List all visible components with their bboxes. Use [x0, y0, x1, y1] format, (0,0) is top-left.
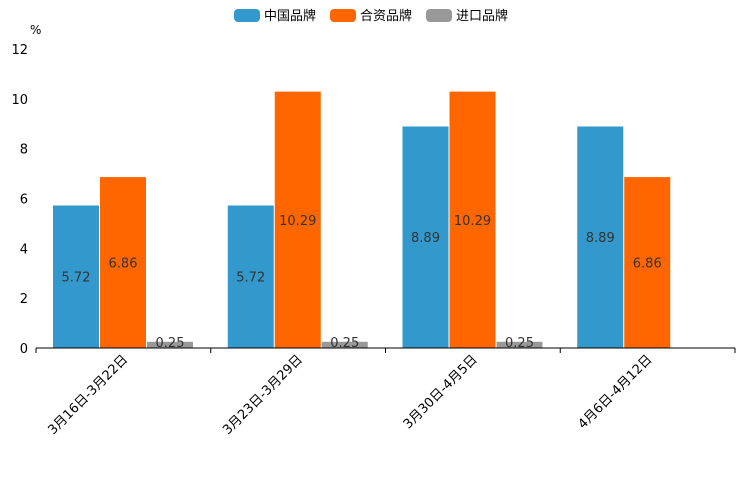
bar-2-1 [100, 177, 146, 348]
bar-1-1 [53, 205, 99, 348]
legend: 中国品牌 合资品牌 进口品牌 [234, 8, 508, 24]
bars [53, 91, 671, 349]
bar-1-4 [577, 126, 624, 348]
data-label-3-1: 0.25 [156, 336, 185, 351]
bar-2-3 [449, 91, 496, 349]
legend-swatch-3 [426, 9, 452, 22]
bar-2-2 [274, 91, 321, 349]
y-tick-label-2: 2 [20, 292, 28, 307]
x-axis: 3月16日-3月22日 3月23日-3月29日 3月30日-4月5日 4月6日-4月1… [35, 347, 736, 438]
data-label-1-1: 5.72 [62, 271, 91, 286]
bar-1-2 [227, 205, 274, 348]
data-label-1-3: 8.89 [411, 231, 440, 246]
bar-2-4 [624, 177, 671, 348]
data-label-2-3: 10.29 [454, 214, 491, 229]
y-tick-label-12: 12 [11, 43, 28, 58]
y-axis: 0 2 4 6 8 10 12 [11, 43, 28, 357]
legend-label-2: 合资品牌 [360, 8, 412, 24]
y-tick-label-8: 8 [20, 143, 28, 158]
y-axis-unit-label: % [30, 23, 41, 37]
y-tick-label-6: 6 [20, 193, 28, 208]
data-label-1-4: 8.89 [586, 231, 615, 246]
y-tick-label-4: 4 [20, 242, 28, 257]
data-label-2-4: 6.86 [633, 257, 662, 272]
data-label-1-2: 5.72 [236, 271, 265, 286]
data-labels: 5.72 6.86 0.25 5.72 10.29 0.25 8.89 10.29 0.25 8.… [62, 214, 662, 351]
bar-3-2 [321, 341, 368, 348]
data-label-2-2: 10.29 [279, 214, 316, 229]
x-tick-label-4: 4月6日-4月12日 [576, 352, 656, 432]
bar-1-3 [402, 126, 449, 348]
legend-label-3: 进口品牌 [456, 8, 508, 24]
legend-label-1: 中国品牌 [264, 8, 316, 24]
legend-swatch-2 [330, 9, 356, 22]
x-tick-label-3: 3月30日-4月5日 [401, 352, 481, 432]
data-label-2-1: 6.86 [109, 257, 138, 272]
bar-3-3 [496, 341, 543, 348]
data-label-3-3: 0.25 [505, 336, 534, 351]
data-label-3-2: 0.25 [330, 336, 359, 351]
y-tick-label-0: 0 [20, 342, 28, 357]
x-tick-label-2: 3月23日-3月29日 [220, 352, 306, 438]
bar-3-1 [147, 341, 193, 348]
y-tick-label-10: 10 [11, 93, 28, 108]
x-tick-label-1: 3月16日-3月22日 [45, 352, 131, 438]
legend-swatch-1 [234, 9, 260, 22]
